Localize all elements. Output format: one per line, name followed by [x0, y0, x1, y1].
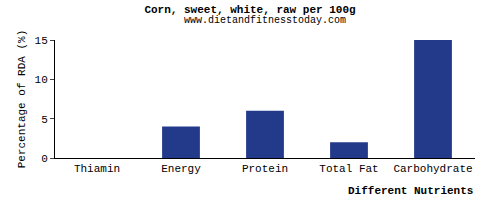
svg-text:www.dietandfitnesstoday.com: www.dietandfitnesstoday.com [184, 15, 346, 26]
svg-text:Total Fat: Total Fat [319, 163, 378, 175]
svg-text:Protein: Protein [242, 163, 288, 175]
svg-text:Energy: Energy [161, 163, 201, 175]
svg-text:Percentage of RDA (%): Percentage of RDA (%) [16, 30, 28, 169]
svg-text:Corn, sweet, white, raw per 10: Corn, sweet, white, raw per 100g [144, 4, 355, 16]
svg-text:5: 5 [41, 114, 48, 126]
svg-text:Different Nutrients: Different Nutrients [348, 185, 473, 197]
svg-text:10: 10 [35, 74, 48, 86]
svg-text:0: 0 [41, 153, 48, 165]
svg-text:Thiamin: Thiamin [74, 163, 120, 175]
svg-text:15: 15 [35, 35, 48, 47]
svg-text:Carbohydrate: Carbohydrate [393, 163, 472, 175]
